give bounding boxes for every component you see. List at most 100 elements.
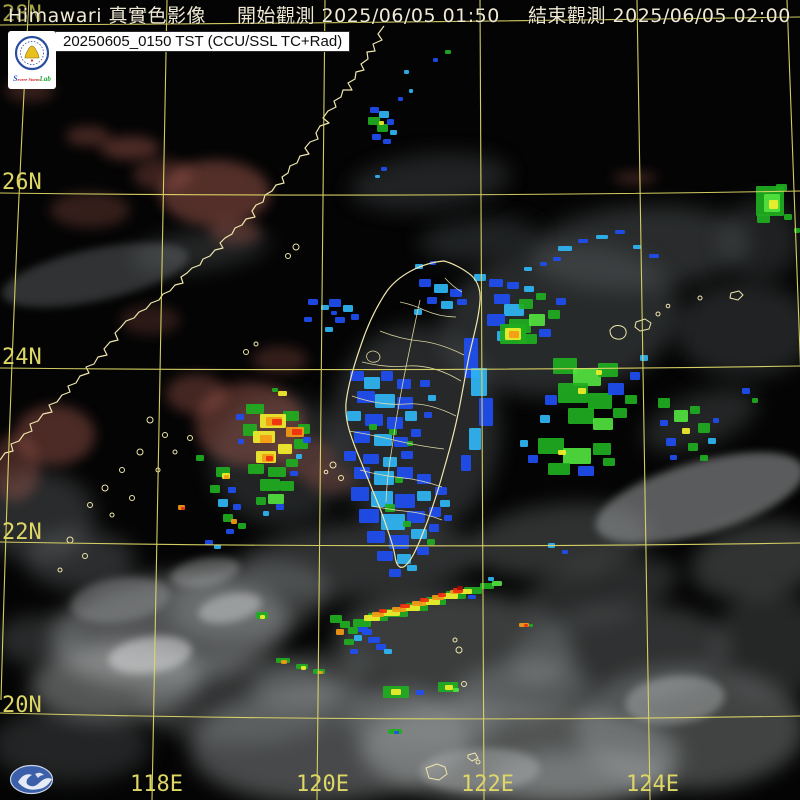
cloud-patch: [0, 615, 85, 665]
radar-cell: [461, 455, 471, 471]
radar-cell: [226, 529, 234, 534]
latitude-gridline: [0, 190, 800, 196]
radar-cell: [688, 443, 698, 451]
island-outline: [292, 243, 300, 251]
radar-cell: [438, 593, 446, 597]
latitude-gridline: [0, 541, 800, 547]
longitude-label: 118E: [130, 772, 183, 797]
radar-cell: [347, 411, 361, 421]
island-outline: [323, 469, 329, 475]
radar-cell: [539, 329, 551, 337]
radar-cell: [427, 297, 437, 304]
island-outline: [87, 502, 93, 508]
radar-cell: [769, 200, 778, 209]
longitude-gridline: [479, 0, 485, 800]
cloud-patch: [642, 388, 758, 452]
radar-cell: [520, 440, 528, 447]
island-outline: [162, 432, 168, 438]
radar-cell: [377, 124, 388, 132]
cloud-patch: [720, 200, 800, 280]
radar-cell: [344, 639, 354, 645]
cloud-patch: [675, 282, 800, 378]
radar-cell: [236, 414, 244, 420]
radar-cell: [615, 230, 625, 234]
radar-cell: [223, 514, 233, 522]
latitude-label: 28N: [2, 2, 42, 27]
radar-cell: [562, 550, 568, 554]
radar-cell: [376, 644, 386, 650]
radar-cell: [379, 609, 387, 613]
radar-cell: [233, 504, 241, 510]
radar-cell: [329, 299, 341, 307]
island-outline: [129, 495, 135, 501]
radar-cell: [397, 379, 411, 389]
radar-cell: [414, 309, 422, 315]
radar-cell: [372, 612, 384, 617]
radar-cell: [379, 121, 384, 125]
island-outline: [329, 461, 337, 469]
radar-cell: [381, 514, 405, 530]
radar-cell: [372, 134, 381, 140]
island-outline: [101, 484, 109, 492]
island-outline: [665, 303, 671, 309]
coastline-layer: [0, 25, 744, 781]
radar-cell: [210, 485, 220, 493]
latitude-gridline: [0, 712, 800, 720]
radar-cell: [553, 257, 561, 261]
radar-cell: [405, 411, 417, 421]
radar-cell: [218, 499, 228, 507]
radar-cell: [429, 524, 439, 532]
radar-cell: [181, 507, 185, 510]
radar-cell: [391, 689, 401, 695]
radar-cell: [538, 438, 564, 454]
radar-echo-layer: [178, 50, 800, 734]
radar-cell: [682, 428, 690, 434]
radar-cell: [387, 417, 403, 429]
radar-cell: [593, 418, 613, 430]
island-outline: [729, 290, 744, 301]
island-outline: [109, 512, 115, 518]
radar-cell: [593, 443, 611, 455]
county-boundary: [361, 361, 462, 382]
radar-cell: [283, 411, 299, 421]
radar-cell: [666, 438, 676, 446]
radar-cell: [367, 531, 385, 543]
weather-agency-swirl-logo: [9, 764, 54, 795]
radar-cell: [445, 685, 453, 690]
radar-cell: [453, 688, 459, 692]
radar-cell: [625, 395, 637, 404]
county-boundary: [348, 430, 445, 450]
radar-cell: [404, 70, 409, 74]
radar-cell: [351, 487, 369, 501]
radar-cell: [479, 398, 493, 426]
radar-cell: [416, 690, 424, 695]
radar-cell: [400, 604, 410, 608]
product-label: 20250605_0150 TST (CCU/SSL TC+Rad): [55, 31, 351, 52]
radar-cell: [563, 448, 591, 464]
radar-cell: [384, 649, 392, 654]
radar-cell: [713, 418, 719, 423]
cloud-patch: [625, 675, 725, 725]
radar-cell: [290, 471, 298, 476]
radar-cell: [480, 583, 494, 589]
radar-cell: [558, 450, 566, 455]
radar-cell: [224, 475, 229, 479]
radar-cell: [304, 317, 312, 322]
radar-cell: [256, 497, 266, 505]
radar-cell: [596, 235, 608, 239]
radar-cell: [281, 660, 287, 664]
radar-cell: [776, 184, 787, 191]
radar-cell: [266, 456, 273, 461]
radar-cell: [548, 463, 570, 475]
county-boundary: [351, 395, 457, 417]
county-boundary: [359, 469, 443, 488]
radar-cell: [640, 355, 648, 361]
radar-cell: [364, 377, 380, 389]
radar-cell: [556, 298, 566, 305]
radar-cell: [330, 615, 342, 623]
cloud-patch: [470, 502, 650, 578]
glow-patch: [252, 346, 308, 374]
radar-cell: [344, 451, 356, 461]
radar-cell: [690, 406, 700, 414]
